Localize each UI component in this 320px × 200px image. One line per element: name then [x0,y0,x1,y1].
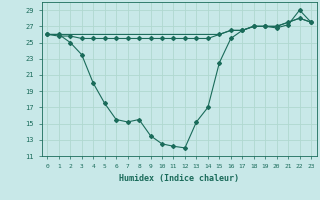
X-axis label: Humidex (Indice chaleur): Humidex (Indice chaleur) [119,174,239,183]
